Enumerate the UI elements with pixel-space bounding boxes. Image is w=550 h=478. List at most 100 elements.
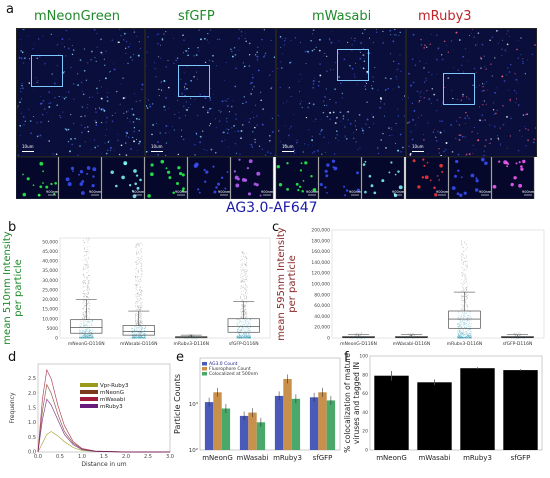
inset-particle <box>324 169 328 173</box>
data-point <box>465 260 467 262</box>
data-point <box>514 332 515 334</box>
particle-dot <box>455 31 458 34</box>
inset-particle <box>166 170 171 174</box>
data-point <box>83 323 85 324</box>
particle-dot <box>419 92 421 94</box>
data-point <box>238 319 240 321</box>
particle-dot <box>361 129 364 132</box>
inset-particle <box>39 185 43 189</box>
data-point <box>141 295 143 296</box>
particle-dot <box>310 39 312 42</box>
particle-dot <box>472 153 474 154</box>
data-point <box>470 334 471 336</box>
data-point <box>79 335 81 337</box>
data-point <box>243 253 245 255</box>
inset-particle <box>86 166 91 170</box>
data-point <box>85 255 87 256</box>
data-point <box>458 322 460 324</box>
particle-dot <box>499 144 501 147</box>
data-point <box>132 333 134 335</box>
particle-dot <box>432 131 435 133</box>
box-mWasabi-D116N <box>122 242 155 339</box>
data-point <box>241 312 243 314</box>
inset-particle <box>79 170 84 174</box>
data-point <box>247 327 249 329</box>
particle-dot <box>207 32 209 35</box>
particle-dot <box>228 111 231 113</box>
inset-particle <box>91 184 95 188</box>
data-point <box>465 249 466 250</box>
particle-dot <box>322 111 325 114</box>
data-point <box>141 336 143 338</box>
particle-dot <box>64 55 67 57</box>
data-point <box>239 334 241 336</box>
data-point <box>87 279 89 281</box>
particle-dot <box>160 81 162 83</box>
y-tick-label: 45,000 <box>42 249 58 255</box>
inset-particle <box>226 170 229 173</box>
particle-dot <box>171 125 173 127</box>
particle-dot <box>27 35 29 37</box>
particle-dot <box>240 130 243 132</box>
inset-particle <box>110 170 114 175</box>
plot-area <box>331 229 545 339</box>
data-point <box>88 331 90 333</box>
particle-dot <box>377 89 379 91</box>
data-point <box>84 255 86 257</box>
particle-dot <box>308 129 310 131</box>
particle-dot <box>298 80 300 82</box>
data-point <box>136 276 138 277</box>
particle-dot <box>309 102 311 104</box>
data-point <box>246 295 247 297</box>
data-point <box>87 336 89 338</box>
particle-dot <box>36 135 39 138</box>
particle-dot <box>261 38 263 41</box>
data-point <box>141 304 143 306</box>
particle-dot <box>87 104 89 105</box>
x-tick-label: 1.0 <box>78 454 86 460</box>
data-point <box>469 321 471 323</box>
particle-dot <box>336 133 339 136</box>
inset-particle <box>39 161 44 166</box>
data-point <box>244 333 246 334</box>
data-point <box>244 305 246 307</box>
inset-scale-label: 900nm <box>436 190 449 194</box>
data-point <box>469 326 470 328</box>
data-point <box>466 265 468 266</box>
data-point <box>132 336 133 338</box>
data-point <box>519 333 521 335</box>
data-point <box>85 283 86 285</box>
particle-dot <box>79 59 82 61</box>
particle-dot <box>311 152 314 154</box>
particle-dot <box>473 67 476 70</box>
data-point <box>83 268 85 270</box>
particle-dot <box>318 81 320 83</box>
data-point <box>92 331 93 332</box>
data-point <box>464 332 466 334</box>
data-point <box>463 251 465 252</box>
particle-dot <box>110 149 112 151</box>
inset-particle <box>301 190 304 193</box>
inset-particle <box>325 174 329 178</box>
particle-dot <box>307 106 309 109</box>
particle-dot <box>82 93 85 96</box>
particle-dot <box>506 43 509 46</box>
particle-dot <box>84 126 86 129</box>
data-point <box>79 334 81 336</box>
data-point <box>464 258 466 259</box>
data-point <box>86 323 88 325</box>
particle-dot <box>359 147 361 149</box>
data-point <box>241 281 243 283</box>
data-point <box>246 301 248 303</box>
particle-dot <box>299 73 301 76</box>
data-point <box>249 319 251 321</box>
inset-particle <box>423 164 426 167</box>
inset-particle <box>344 194 347 197</box>
particle-dot <box>156 34 158 36</box>
data-point <box>237 323 239 325</box>
particle-dot <box>490 63 492 66</box>
x-tick-label: mWasabi <box>237 454 269 462</box>
data-point <box>245 332 247 334</box>
particle-dot <box>365 88 367 90</box>
data-point <box>239 260 241 261</box>
